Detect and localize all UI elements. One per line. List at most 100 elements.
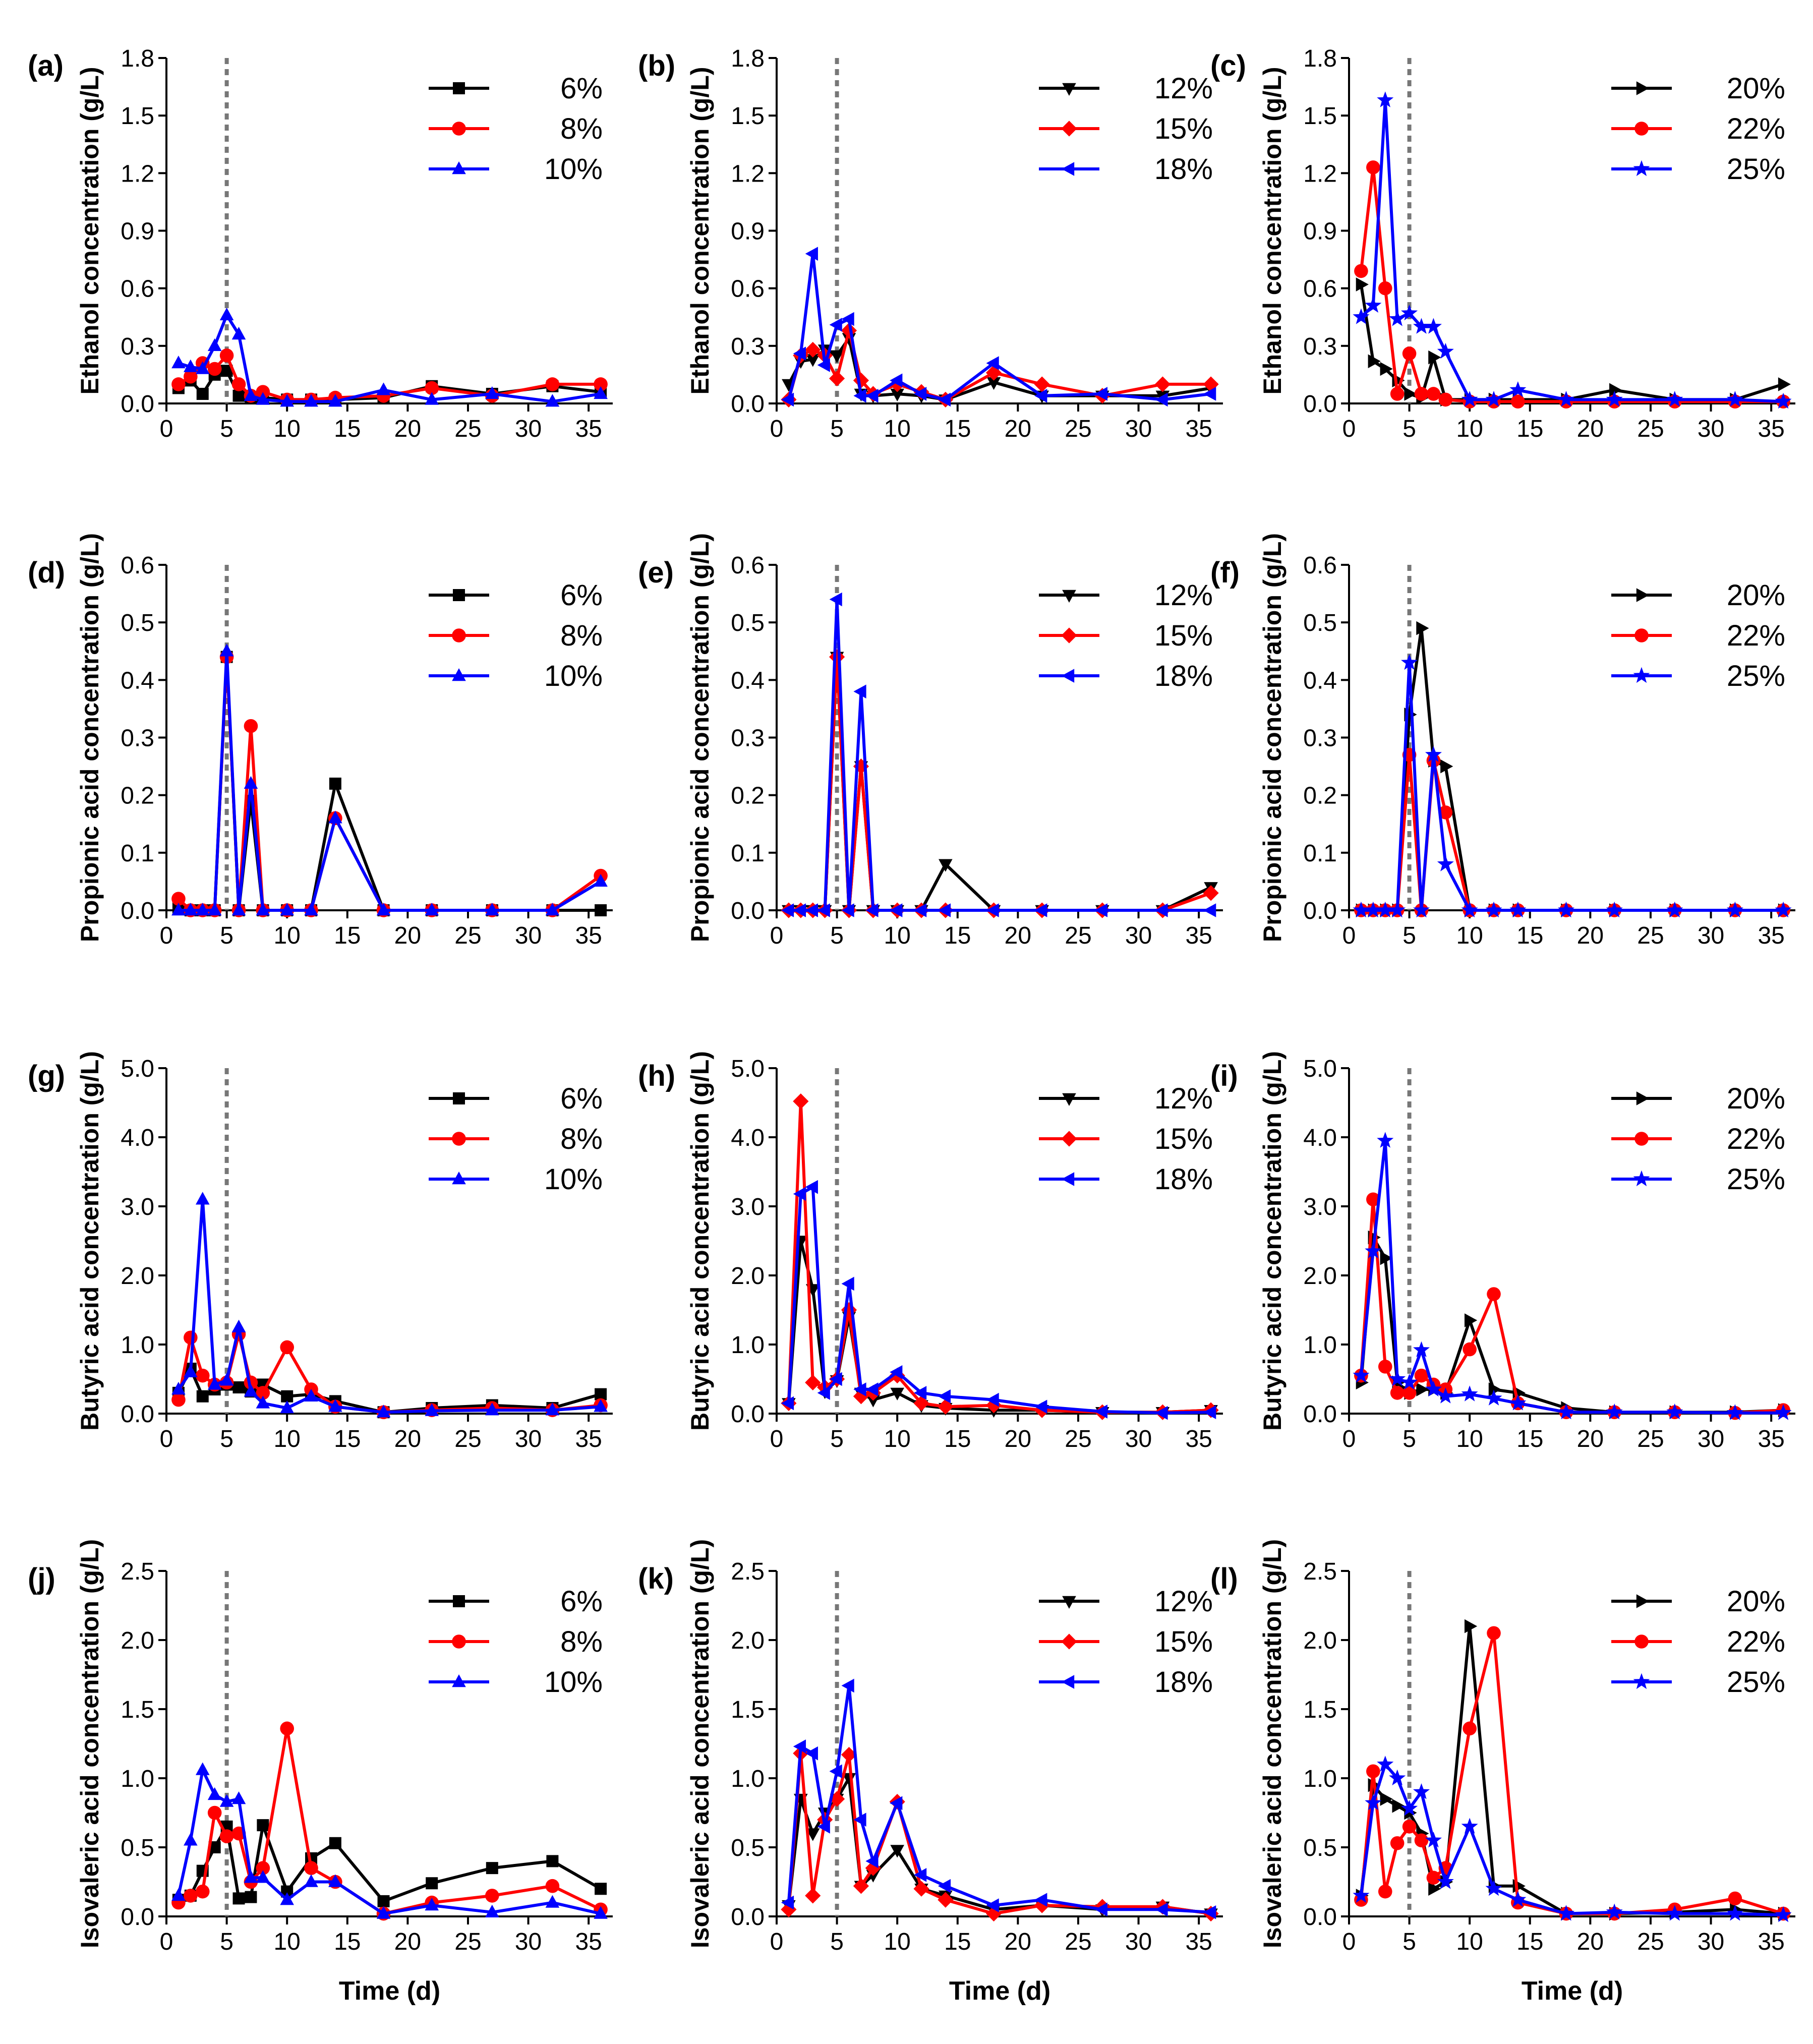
data-point <box>207 1805 222 1820</box>
y-axis-title: Ethanol concentration (g/L) <box>686 67 714 395</box>
data-point <box>938 1892 954 1908</box>
series-15% <box>781 1745 1219 1922</box>
x-tick-label: 25 <box>1065 1426 1091 1452</box>
y-tick-label: 0.3 <box>121 333 154 360</box>
data-point <box>594 1906 608 1919</box>
data-point <box>841 1746 857 1763</box>
data-point <box>817 1386 830 1400</box>
data-point <box>1354 264 1368 278</box>
y-tick-label: 1.2 <box>731 160 765 187</box>
panel-label: (j) <box>28 1562 55 1595</box>
data-point <box>853 1382 866 1396</box>
data-point <box>171 903 186 916</box>
data-point <box>793 1187 806 1201</box>
data-point <box>1389 310 1406 326</box>
data-point <box>595 904 607 916</box>
data-point <box>195 1368 210 1383</box>
x-tick-label: 35 <box>1758 416 1784 442</box>
data-point <box>805 1828 820 1841</box>
x-tick-label: 10 <box>1456 416 1483 442</box>
data-point <box>485 1403 499 1416</box>
y-tick-label: 1.8 <box>1303 45 1337 72</box>
x-tick-label: 5 <box>830 416 844 442</box>
data-point <box>220 365 233 377</box>
data-point <box>865 1382 879 1396</box>
data-point <box>805 1746 818 1761</box>
x-tick-label: 30 <box>515 1426 542 1452</box>
series-line <box>178 650 602 912</box>
data-point <box>1377 91 1394 107</box>
y-tick-label: 1.8 <box>731 45 765 72</box>
chart-panel-b: (b) Ethanol concentration (g/L) 0 5 10 15 20 25… <box>638 45 1223 442</box>
series-18% <box>781 592 1216 917</box>
x-tick-label: 20 <box>1577 416 1604 442</box>
data-point <box>986 377 1001 390</box>
data-point <box>913 1395 929 1412</box>
x-tick-label: 25 <box>454 922 481 949</box>
data-point <box>1365 1794 1382 1811</box>
legend-label: 20% <box>1727 1082 1785 1115</box>
x-tick-label: 0 <box>770 922 784 949</box>
y-tick-label: 2.0 <box>731 1263 765 1290</box>
data-point <box>328 1874 342 1887</box>
legend-marker <box>1634 628 1649 643</box>
y-tick-label: 0.3 <box>1303 725 1337 752</box>
data-point <box>207 1377 222 1390</box>
x-tick-label: 25 <box>1065 416 1091 442</box>
legend-marker <box>1633 667 1650 683</box>
data-point <box>1558 901 1575 918</box>
data-point <box>1509 1394 1527 1411</box>
legend-marker <box>1062 590 1076 603</box>
data-point <box>1463 1721 1477 1736</box>
data-point <box>1425 746 1442 762</box>
x-tick-label: 25 <box>454 1426 481 1452</box>
data-point <box>485 903 499 916</box>
panel-label: (g) <box>28 1060 65 1092</box>
data-point <box>1464 1313 1478 1327</box>
data-point <box>195 1762 210 1775</box>
data-point <box>485 1904 499 1917</box>
x-tick-label: 25 <box>1637 1929 1664 1955</box>
legend-label: 8% <box>560 1625 603 1658</box>
x-tick-label: 35 <box>1185 922 1212 949</box>
data-point <box>1401 1373 1418 1390</box>
data-point <box>196 1390 209 1403</box>
data-point <box>545 377 560 391</box>
data-point <box>890 1365 903 1379</box>
data-point <box>545 394 560 407</box>
x-tick-label: 15 <box>1516 416 1543 442</box>
legend-marker <box>1636 1594 1649 1608</box>
data-point <box>281 1390 294 1403</box>
y-tick-label: 0.4 <box>1303 667 1337 694</box>
x-tick-label: 35 <box>1185 416 1212 442</box>
y-tick-label: 2.0 <box>1303 1627 1337 1654</box>
series-line <box>1359 1624 1784 1915</box>
data-point <box>1155 1406 1168 1420</box>
data-point <box>865 1854 879 1868</box>
x-tick-label: 35 <box>1185 1929 1212 1955</box>
data-point <box>938 1389 951 1404</box>
legend-label: 15% <box>1154 619 1213 652</box>
data-point <box>1401 1799 1418 1816</box>
x-tick-label: 20 <box>394 1426 421 1452</box>
legend-marker <box>1062 669 1075 683</box>
x-tick-label: 30 <box>1698 416 1724 442</box>
legend-label: 15% <box>1154 1625 1213 1658</box>
y-tick-label: 0.6 <box>731 276 765 303</box>
data-point <box>1401 304 1418 321</box>
data-point <box>1034 376 1050 392</box>
legend: 6% 8% 10% <box>429 579 603 692</box>
data-point <box>793 346 806 361</box>
data-point <box>1380 362 1393 376</box>
data-point <box>853 1878 869 1894</box>
data-point <box>232 389 245 402</box>
x-tick-label: 15 <box>334 1426 361 1452</box>
y-tick-label: 1.0 <box>121 1332 154 1359</box>
series-line <box>1359 1763 1784 1917</box>
data-point <box>913 1881 929 1897</box>
panel-label: (b) <box>638 49 675 82</box>
data-point <box>1402 1386 1417 1400</box>
data-point <box>1461 901 1478 918</box>
legend-label: 22% <box>1727 1123 1785 1155</box>
y-tick-label: 0.0 <box>731 391 765 418</box>
